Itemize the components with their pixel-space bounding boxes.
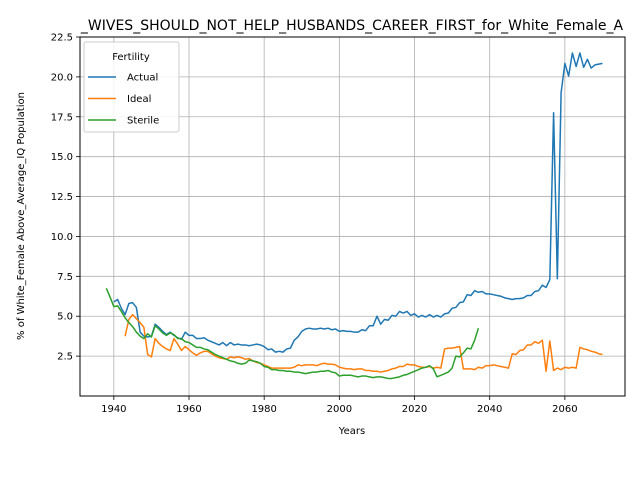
x-tick-label: 1940 xyxy=(101,404,126,415)
y-tick-label: 22.5 xyxy=(51,33,73,44)
x-tick-label: 2000 xyxy=(327,404,352,415)
x-tick-label: 2040 xyxy=(477,404,502,415)
y-tick-label: 12.5 xyxy=(51,192,73,203)
series-line-actual xyxy=(113,52,603,353)
legend-label-actual: Actual xyxy=(127,73,158,84)
chart-title: _WIVES_SHOULD_NOT_HELP_HUSBANDS_CAREER_F… xyxy=(80,18,624,34)
y-tick-label: 2.5 xyxy=(57,352,73,363)
y-tick-label: 10.0 xyxy=(51,232,73,243)
x-tick-label: 1980 xyxy=(251,404,276,415)
y-tick-label: 15.0 xyxy=(51,152,73,163)
legend-box xyxy=(83,41,180,133)
y-tick-label: 5.0 xyxy=(57,312,73,323)
y-axis-label: % of White_Female Above_Average_IQ Popul… xyxy=(16,92,27,340)
x-tick-label: 1960 xyxy=(176,404,201,415)
axis-ticks: 1940 1960 1980 2000 2020 2040 2060 2.5 5.0 7.5 10.… xyxy=(51,33,578,416)
plot-frame xyxy=(79,36,626,397)
x-tick-label: 2060 xyxy=(552,404,577,415)
x-axis-label: Years xyxy=(338,426,365,437)
series-line-sterile xyxy=(105,288,480,380)
legend-entries: Actual Ideal Sterile xyxy=(88,73,159,127)
grid-lines xyxy=(80,36,625,396)
y-tick-label: 7.5 xyxy=(57,272,73,283)
legend-title: Fertility xyxy=(112,52,150,63)
y-tick-label: 17.5 xyxy=(51,112,73,123)
series-lines xyxy=(105,52,603,380)
series-line-ideal xyxy=(124,313,603,373)
legend-label-sterile: Sterile xyxy=(127,116,159,127)
y-tick-label: 20.0 xyxy=(51,72,73,83)
x-tick-label: 2020 xyxy=(402,404,427,415)
legend-label-ideal: Ideal xyxy=(127,94,151,105)
legend: Fertility Actual Ideal Sterile xyxy=(83,41,180,133)
